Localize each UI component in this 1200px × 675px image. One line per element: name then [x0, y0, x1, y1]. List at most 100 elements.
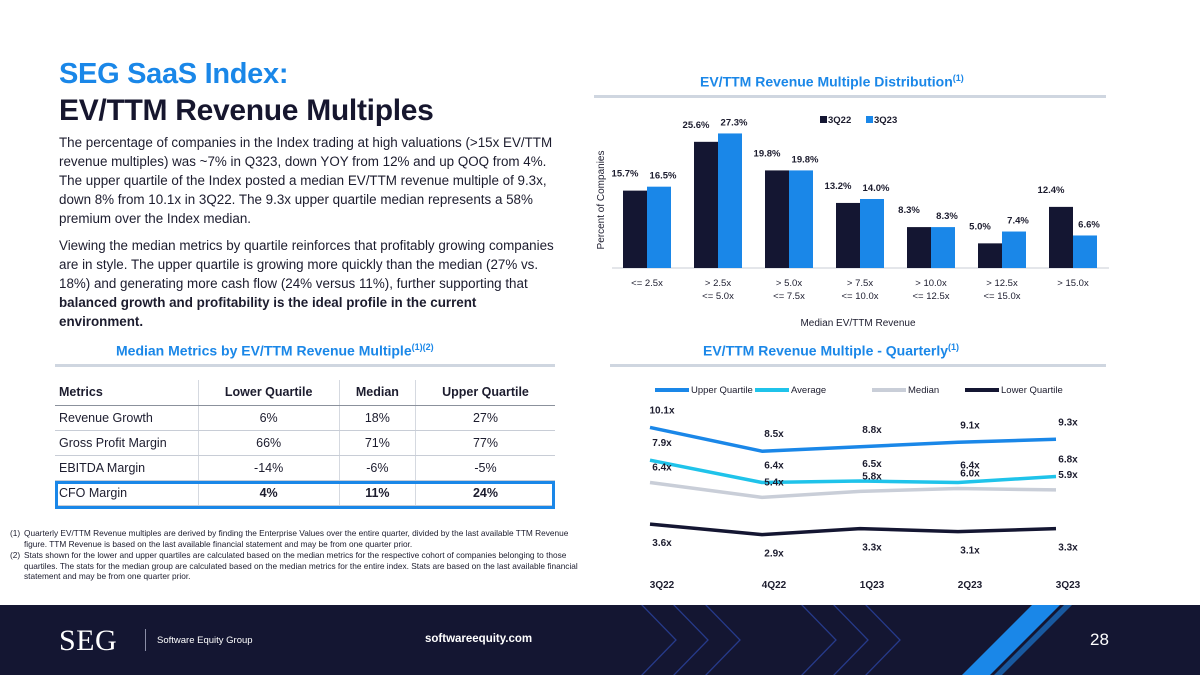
data-label: 16.5% [650, 171, 677, 182]
x-tick-label: > 10.0x [915, 278, 947, 289]
data-label: 7.4% [1007, 216, 1029, 227]
line-chart-title-sup: (1) [948, 342, 960, 352]
bar-3Q22-6 [1049, 206, 1073, 268]
data-label: 6.6% [1078, 219, 1100, 230]
logo-divider [145, 629, 146, 651]
body-text: The percentage of companies in the Index… [59, 133, 554, 339]
page-number: 28 [1090, 630, 1109, 649]
data-label: 19.8% [792, 154, 819, 165]
header-upper-quartile: Upper Quartile [414, 380, 555, 406]
table-row: EBITDA Margin -14% -6% -5% [55, 455, 555, 481]
paragraph-1: The percentage of companies in the Index… [59, 135, 553, 226]
legend-label: Average [791, 385, 826, 396]
x-tick-label: 3Q23 [1056, 580, 1081, 591]
line-data-label: 3.1x [960, 546, 980, 557]
table-cell: 77% [414, 430, 555, 456]
bar-3Q23-3 [860, 199, 884, 268]
footnote-text: Stats shown for the lower and upper quar… [24, 550, 578, 581]
bar-3Q23-0 [647, 186, 671, 268]
table-row: Gross Profit Margin 66% 71% 77% [55, 430, 555, 456]
table-cell: 11% [338, 480, 416, 506]
table-header-row: Metrics Lower Quartile Median Upper Quar… [55, 380, 555, 406]
table-cell: -5% [414, 455, 555, 481]
line-data-label: 2.9x [764, 549, 784, 560]
bar-chart: Percent of Companies 3Q22 3Q23 15.7% 16.5% <=… [596, 115, 1109, 329]
line-chart-title: EV/TTM Revenue Multiple - Quarterly(1) [703, 342, 959, 359]
highlight-box [55, 481, 555, 509]
data-label: 27.3% [721, 117, 748, 128]
title-brand: SEG SaaS Index: [59, 58, 289, 90]
bar-3Q22-3 [836, 202, 860, 268]
footnote-number: (1) [10, 528, 21, 538]
legend-label: 3Q22 [828, 115, 851, 126]
line-data-label: 6.5x [862, 459, 882, 470]
data-label: 25.6% [683, 120, 710, 131]
table-row: Revenue Growth 6% 18% 27% [55, 405, 555, 431]
x-axis-label: Median EV/TTM Revenue [800, 318, 915, 329]
legend-label: Median [908, 385, 939, 396]
x-tick-label: 2Q23 [958, 580, 983, 591]
line-data-label: 7.9x [652, 438, 672, 449]
legend-label: Upper Quartile [691, 385, 753, 396]
line-data-label: 5.4x [764, 477, 784, 488]
table-cell: CFO Margin [55, 480, 198, 506]
footnote-text: Quarterly EV/TTM Revenue multiples are d… [24, 528, 569, 549]
table-row-highlighted: CFO Margin 4% 11% 24% [55, 480, 555, 506]
table-cell: 66% [197, 430, 340, 456]
data-label: 13.2% [825, 181, 852, 192]
line-data-label: 6.8x [1058, 455, 1078, 466]
data-label: 19.8% [754, 148, 781, 159]
data-label: 12.4% [1038, 185, 1065, 196]
bar-3Q23-4 [931, 227, 955, 268]
table-cell: EBITDA Margin [55, 455, 198, 481]
table-cell: Gross Profit Margin [55, 430, 198, 456]
line-data-label: 6.4x [652, 462, 672, 473]
x-tick-label: 3Q22 [650, 580, 675, 591]
data-label: 8.3% [898, 205, 920, 216]
line-data-label: 6.0x [960, 468, 980, 479]
website-link[interactable]: softwareequity.com [425, 633, 533, 645]
paragraph-2: Viewing the median metrics by quartile r… [59, 236, 554, 331]
footnote-1: (1) Quarterly EV/TTM Revenue multiples a… [10, 528, 580, 549]
bar-3Q22-4 [907, 227, 931, 268]
line-data-label: 6.4x [960, 460, 980, 471]
x-tick-label: <= 10.0x [842, 291, 879, 302]
line-data-label: 8.8x [862, 425, 882, 436]
table-title-sup: (1)(2) [411, 342, 434, 352]
x-tick-label: <= 2.5x [631, 278, 663, 289]
table-cell: 71% [338, 430, 416, 456]
series-line-Lower Quartile [649, 522, 1057, 537]
line-data-label: 10.1x [649, 405, 674, 416]
line-data-label: 3.3x [862, 543, 882, 554]
table-cell: 24% [414, 480, 555, 506]
data-label: 14.0% [863, 183, 890, 194]
bar-chart-rule [594, 95, 1106, 98]
line-data-label: 3.3x [1058, 543, 1078, 554]
x-tick-label: 1Q23 [860, 580, 885, 591]
x-tick-label: > 5.0x [776, 278, 802, 289]
data-label: 15.7% [612, 169, 639, 180]
line-chart-rule [610, 364, 1106, 367]
line-chart: Upper Quartile Average Median Lower Quartil… [649, 385, 1081, 591]
bar-chart-title-sup: (1) [952, 73, 964, 83]
chevron-decoration [641, 605, 1072, 675]
bar-3Q23-2 [789, 170, 813, 268]
x-tick-label: > 12.5x [986, 278, 1018, 289]
footnotes: (1) Quarterly EV/TTM Revenue multiples a… [10, 528, 580, 583]
line-data-label: 5.9x [1058, 470, 1078, 481]
legend-label: 3Q23 [874, 115, 897, 126]
line-data-label: 9.3x [1058, 417, 1078, 428]
x-tick-label: <= 15.0x [984, 291, 1021, 302]
bar-3Q22-2 [765, 170, 789, 268]
paragraph-2-plain: Viewing the median metrics by quartile r… [59, 238, 554, 291]
footer: SEG Software Equity Group softwareequity… [0, 605, 1200, 675]
bar-chart-title-text: EV/TTM Revenue Multiple Distribution [700, 73, 953, 90]
footnote-2: (2) Stats shown for the lower and upper … [10, 550, 580, 582]
line-data-label: 3.6x [652, 538, 672, 549]
bar-3Q22-0 [623, 190, 647, 268]
bar-3Q23-1 [718, 133, 742, 268]
table-cell: 18% [338, 405, 416, 431]
bar-3Q23-5 [1002, 231, 1026, 268]
seg-logo: SEG [59, 624, 118, 657]
table-title: Median Metrics by EV/TTM Revenue Multipl… [116, 342, 434, 359]
